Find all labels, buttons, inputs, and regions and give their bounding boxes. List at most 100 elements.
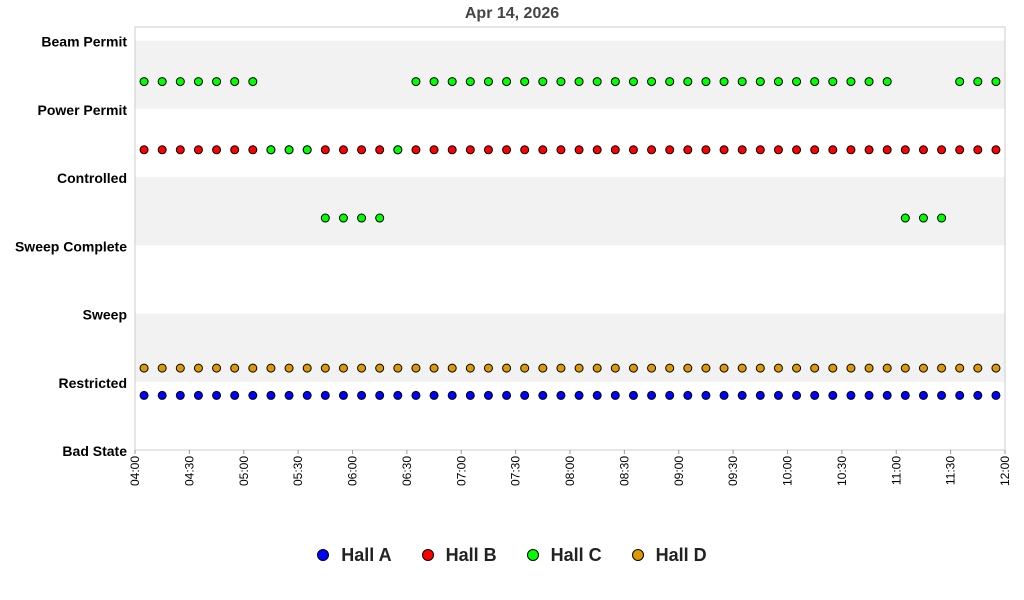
data-point-hall-d	[502, 363, 512, 373]
data-point-hall-d	[411, 363, 421, 373]
band-bad-state	[135, 381, 1005, 450]
data-point-hall-d	[375, 363, 385, 373]
data-point-hall-d	[357, 363, 367, 373]
data-point-hall-b	[212, 145, 222, 155]
legend-item-hall-d: Hall D	[631, 545, 707, 566]
data-point-hall-a	[755, 390, 765, 400]
data-point-hall-c	[610, 77, 620, 87]
legend-marker-hall-c	[526, 549, 539, 561]
data-points	[139, 77, 1001, 400]
data-point-hall-a	[465, 390, 475, 400]
data-point-hall-d	[755, 363, 765, 373]
data-point-hall-d	[429, 363, 439, 373]
data-point-hall-b	[991, 145, 1001, 155]
x-tick-label-1030: 10:30	[835, 456, 849, 486]
x-tick-label-0930: 09:30	[726, 456, 740, 486]
x-tick-label-0430: 04:30	[182, 456, 196, 486]
data-point-hall-c	[266, 145, 276, 155]
data-point-hall-a	[429, 390, 439, 400]
legend-item-hall-c: Hall C	[526, 545, 602, 566]
series-hall-b	[139, 145, 1001, 155]
data-point-hall-b	[411, 145, 421, 155]
data-point-hall-b	[375, 145, 385, 155]
data-point-hall-c	[719, 77, 729, 87]
y-tick-label-sweep-complete: Sweep Complete	[15, 238, 127, 254]
data-point-hall-d	[864, 363, 874, 373]
data-point-hall-d	[955, 363, 965, 373]
data-point-hall-c	[447, 77, 457, 87]
x-axis-labels: 04:00 04:30 05:00 05:30 06:00 06:30 07:00 07:30…	[128, 450, 1012, 486]
data-point-hall-c	[338, 213, 348, 223]
x-tick-label-0500: 05:00	[237, 456, 251, 486]
data-point-hall-a	[991, 390, 1001, 400]
data-point-hall-d	[665, 363, 675, 373]
data-point-hall-a	[175, 390, 185, 400]
data-point-hall-b	[810, 145, 820, 155]
series-hall-d	[139, 363, 1001, 373]
legend: Hall A Hall B Hall C Hall D	[0, 540, 1024, 570]
data-point-hall-a	[483, 390, 493, 400]
legend-item-hall-a: Hall A	[317, 544, 392, 566]
data-point-hall-a	[900, 390, 910, 400]
data-point-hall-d	[574, 363, 584, 373]
data-point-hall-b	[338, 145, 348, 155]
data-point-hall-d	[937, 363, 947, 373]
x-tick-label-1000: 10:00	[781, 456, 795, 486]
band-sweep	[135, 245, 1005, 314]
data-point-hall-b	[429, 145, 439, 155]
data-point-hall-d	[483, 363, 493, 373]
data-point-hall-a	[193, 390, 203, 400]
data-point-hall-d	[900, 363, 910, 373]
data-point-hall-c	[429, 77, 439, 87]
x-tick-label-0530: 05:30	[291, 456, 305, 486]
data-point-hall-b	[701, 145, 711, 155]
data-point-hall-d	[628, 363, 638, 373]
data-point-hall-a	[447, 390, 457, 400]
legend-label-hall-a: Hall A	[341, 544, 392, 565]
data-point-hall-b	[792, 145, 802, 155]
data-point-hall-b	[320, 145, 330, 155]
data-point-hall-b	[937, 145, 947, 155]
data-point-hall-c	[882, 77, 892, 87]
data-point-hall-b	[483, 145, 493, 155]
data-point-hall-a	[973, 390, 983, 400]
data-point-hall-a	[792, 390, 802, 400]
data-point-hall-d	[193, 363, 203, 373]
band-controlled	[135, 108, 1005, 178]
data-point-hall-b	[248, 145, 258, 155]
data-point-hall-b	[447, 145, 457, 155]
data-point-hall-b	[610, 145, 620, 155]
data-point-hall-b	[683, 145, 693, 155]
data-point-hall-a	[918, 390, 928, 400]
data-point-hall-d	[266, 363, 276, 373]
data-point-hall-d	[320, 363, 330, 373]
data-point-hall-c	[248, 77, 258, 87]
data-point-hall-d	[592, 363, 602, 373]
data-point-hall-c	[483, 77, 493, 87]
data-point-hall-c	[320, 213, 330, 223]
y-axis-labels: Bad State Restricted Sweep Sweep Complete Co…	[15, 34, 127, 459]
data-point-hall-a	[139, 390, 149, 400]
data-point-hall-b	[900, 145, 910, 155]
data-point-hall-c	[375, 213, 385, 223]
data-point-hall-a	[828, 390, 838, 400]
data-point-hall-b	[665, 145, 675, 155]
data-point-hall-c	[157, 77, 167, 87]
data-point-hall-d	[647, 363, 657, 373]
data-point-hall-d	[828, 363, 838, 373]
data-point-hall-c	[193, 77, 203, 87]
x-tick-label-0600: 06:00	[346, 456, 360, 486]
data-point-hall-c	[737, 77, 747, 87]
data-point-hall-c	[284, 145, 294, 155]
data-point-hall-b	[773, 145, 783, 155]
data-point-hall-c	[411, 77, 421, 87]
legend-label-hall-b: Hall B	[445, 544, 497, 565]
data-point-hall-c	[628, 77, 638, 87]
data-point-hall-c	[701, 77, 711, 87]
y-tick-label-bad-state: Bad State	[62, 443, 127, 459]
band-power-permit	[135, 40, 1005, 109]
data-point-hall-c	[991, 77, 1001, 87]
data-point-hall-d	[284, 363, 294, 373]
data-point-hall-d	[465, 363, 475, 373]
data-point-hall-b	[918, 145, 928, 155]
